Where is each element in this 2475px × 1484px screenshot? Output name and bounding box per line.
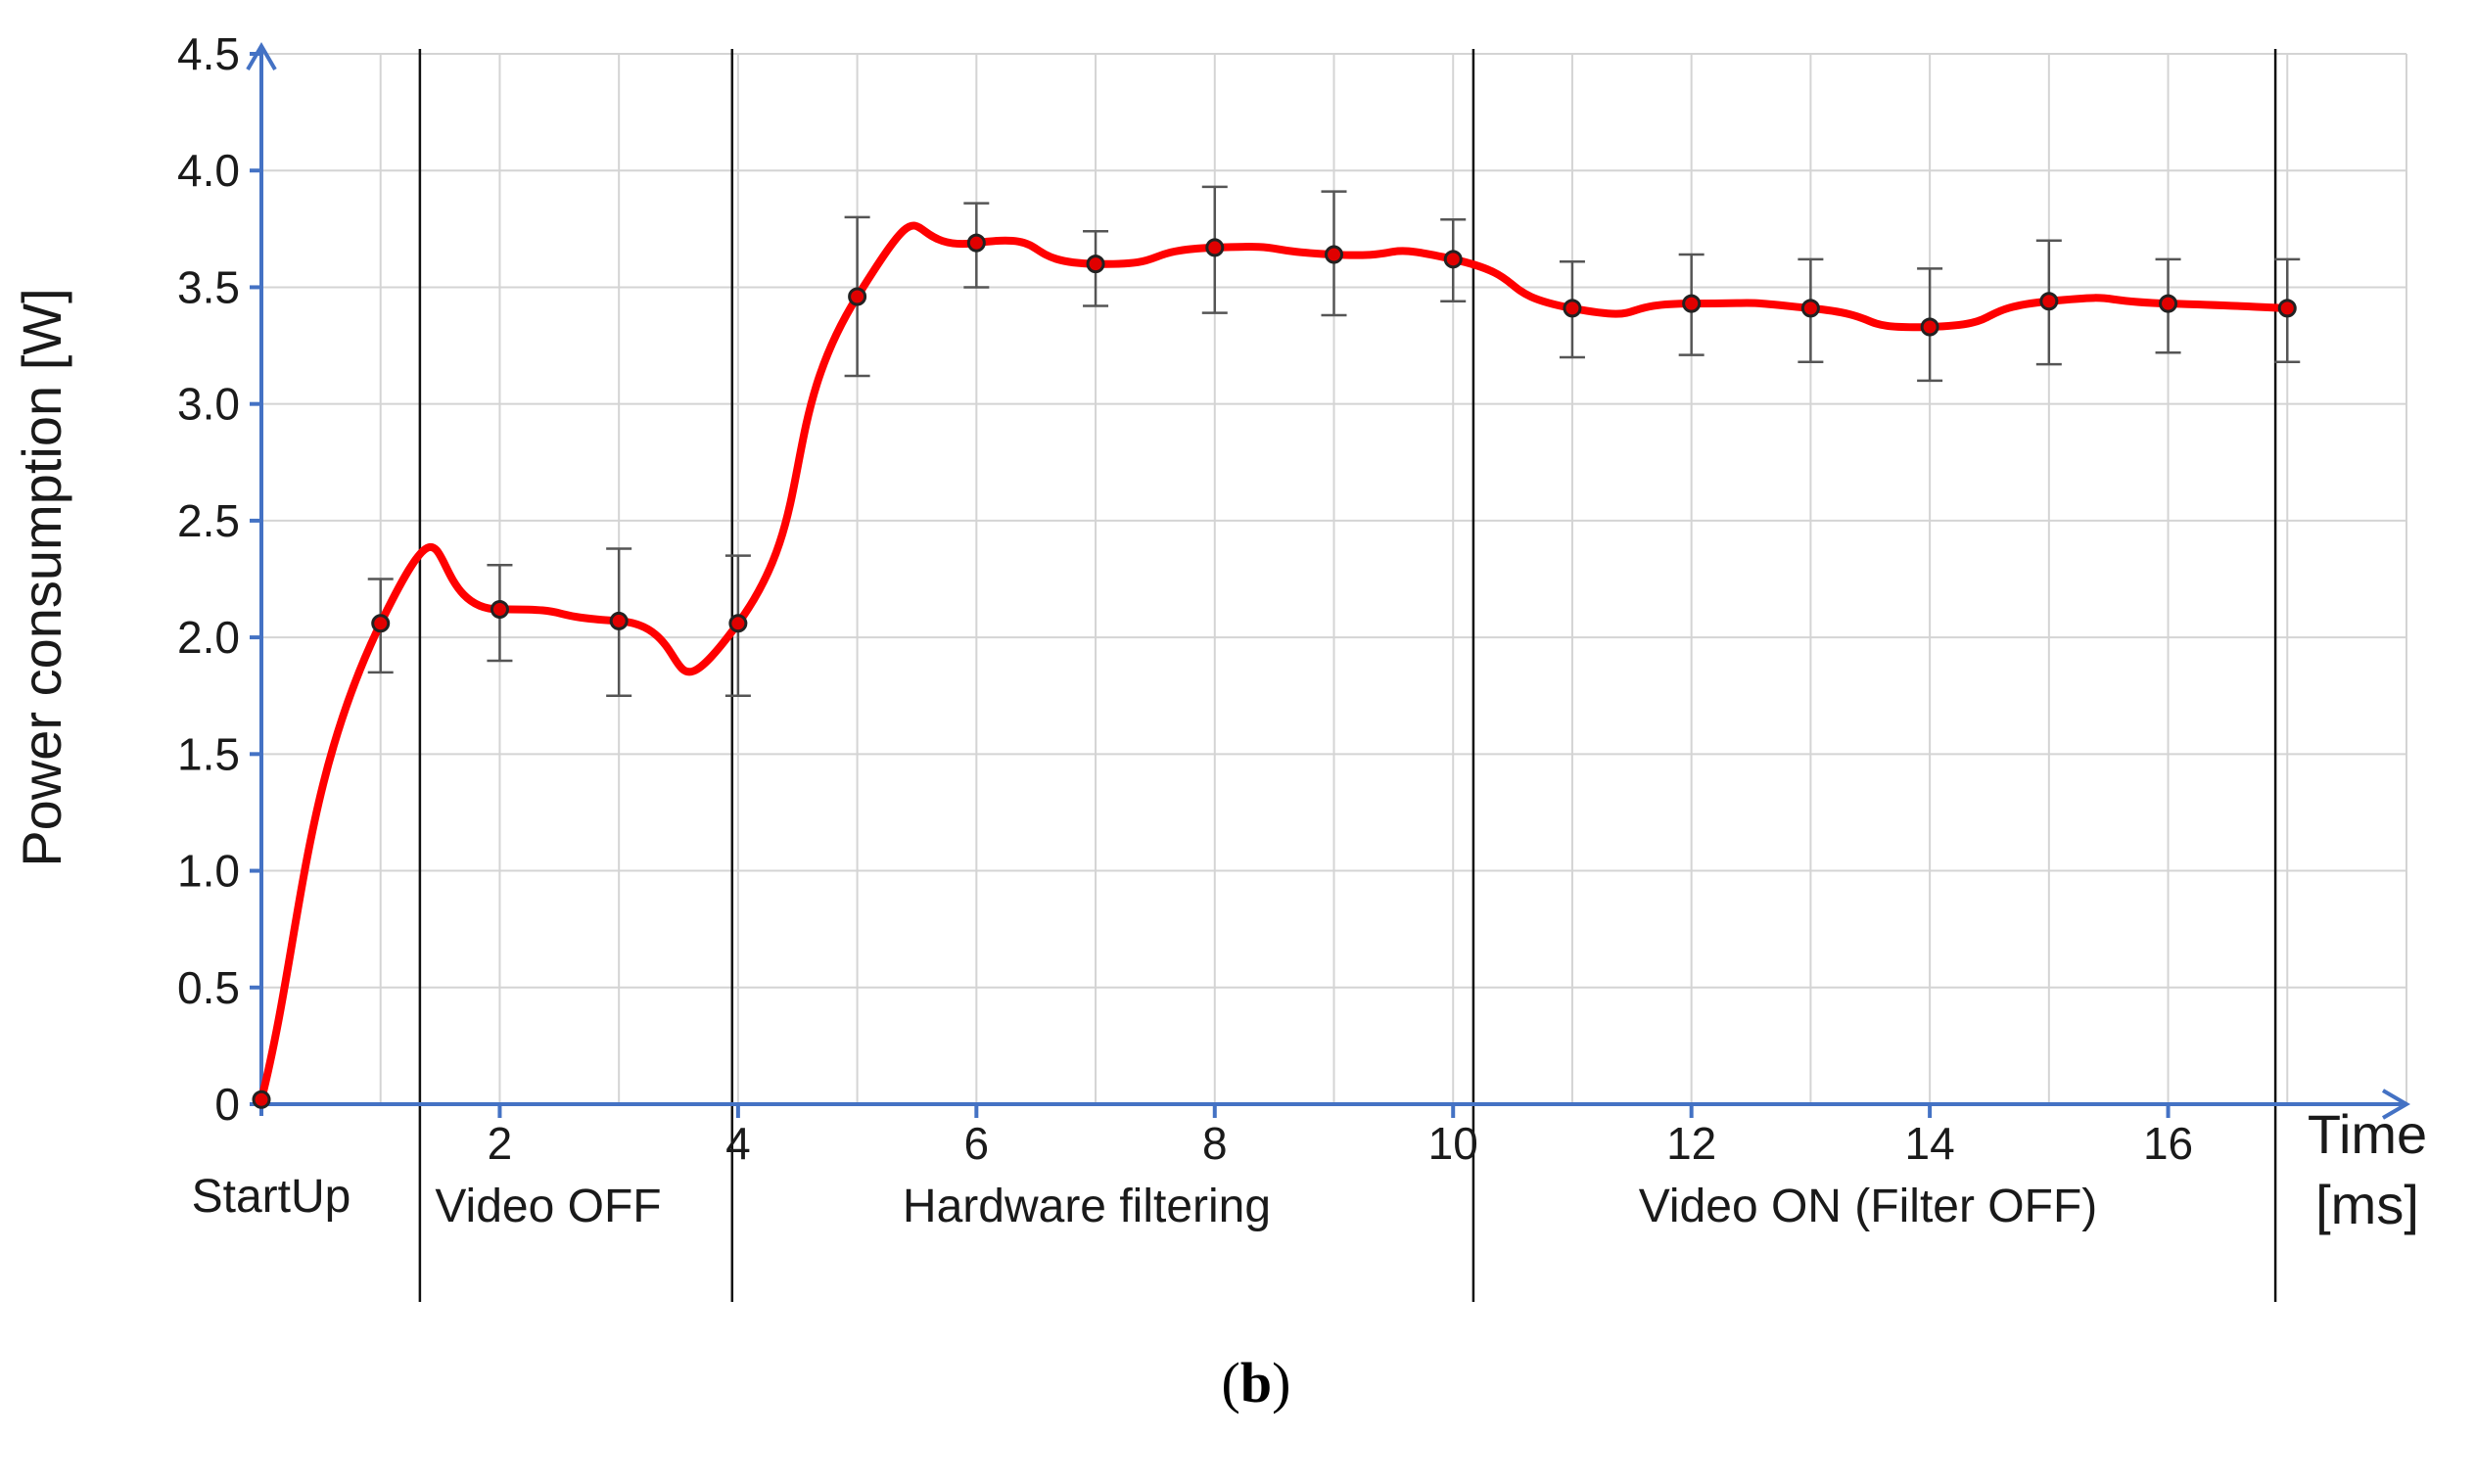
series-line <box>257 221 2292 1104</box>
data-point-0 <box>252 1090 271 1109</box>
data-point-14 <box>1920 317 1939 337</box>
y-tick-label-2: 1.0 <box>177 846 240 897</box>
data-point-16 <box>2159 294 2178 313</box>
y-tick-label-4: 2.0 <box>177 612 240 663</box>
y-tick-label-5: 2.5 <box>177 495 240 546</box>
data-point-3 <box>609 611 629 630</box>
y-axis-title: Power consumption [W] <box>11 288 72 866</box>
y-tick-label-7: 3.5 <box>177 261 240 312</box>
data-point-6 <box>966 233 986 253</box>
phase-label-2: Hardware filtering <box>903 1181 1271 1232</box>
tick-labels: 0 0.5 1.0 1.5 2.0 2.5 3.0 3.5 4.0 4.5 2 4 6 8 10 12 14 16 <box>177 28 2193 1169</box>
x-axis-title-line2: [ms] <box>2315 1174 2419 1235</box>
x-tick-label-6: 14 <box>1905 1118 1955 1169</box>
y-tick-label-6: 3.0 <box>177 379 240 430</box>
x-tick-label-4: 10 <box>1428 1118 1478 1169</box>
data-point-10 <box>1443 250 1463 269</box>
y-tick-label-0: 0 <box>214 1079 240 1130</box>
data-point-1 <box>371 614 391 633</box>
y-tick-label-3: 1.5 <box>177 728 240 779</box>
data-point-11 <box>1563 299 1582 318</box>
data-point-2 <box>490 599 509 619</box>
phase-label-0: StartUp <box>192 1171 351 1223</box>
data-points <box>252 233 2297 1109</box>
phase-labels: StartUp Video OFF Hardware filtering Video … <box>192 1171 2098 1232</box>
data-point-15 <box>2039 292 2059 311</box>
data-point-9 <box>1325 245 1343 264</box>
y-tick-label-1: 0.5 <box>177 962 240 1013</box>
x-tick-label-5: 12 <box>1666 1118 1716 1169</box>
figure-caption: (b) <box>1222 1351 1291 1414</box>
axes <box>246 42 2410 1120</box>
x-tick-label-3: 8 <box>1202 1118 1228 1169</box>
phase-boundaries <box>418 49 2277 1302</box>
x-tick-label-0: 2 <box>488 1118 513 1169</box>
x-tick-label-2: 6 <box>964 1118 990 1169</box>
phase-label-1: Video OFF <box>435 1181 661 1232</box>
x-axis-arrow <box>2381 1089 2410 1120</box>
x-tick-label-7: 16 <box>2143 1118 2193 1169</box>
series-curve <box>257 221 2292 1104</box>
data-point-7 <box>1086 255 1105 274</box>
data-point-4 <box>728 614 748 633</box>
data-point-12 <box>1682 294 1702 313</box>
x-axis-title-line1: Time <box>2308 1103 2427 1165</box>
data-point-8 <box>1205 238 1225 257</box>
data-point-13 <box>1800 299 1820 318</box>
data-point-17 <box>2277 299 2297 318</box>
y-axis-arrow <box>246 42 277 71</box>
y-tick-label-9: 4.5 <box>177 28 240 79</box>
x-tick-label-1: 4 <box>725 1118 751 1169</box>
phase-label-3: Video ON (Filter OFF) <box>1639 1181 2098 1232</box>
y-tick-label-8: 4.0 <box>177 145 240 196</box>
data-point-5 <box>848 287 867 306</box>
